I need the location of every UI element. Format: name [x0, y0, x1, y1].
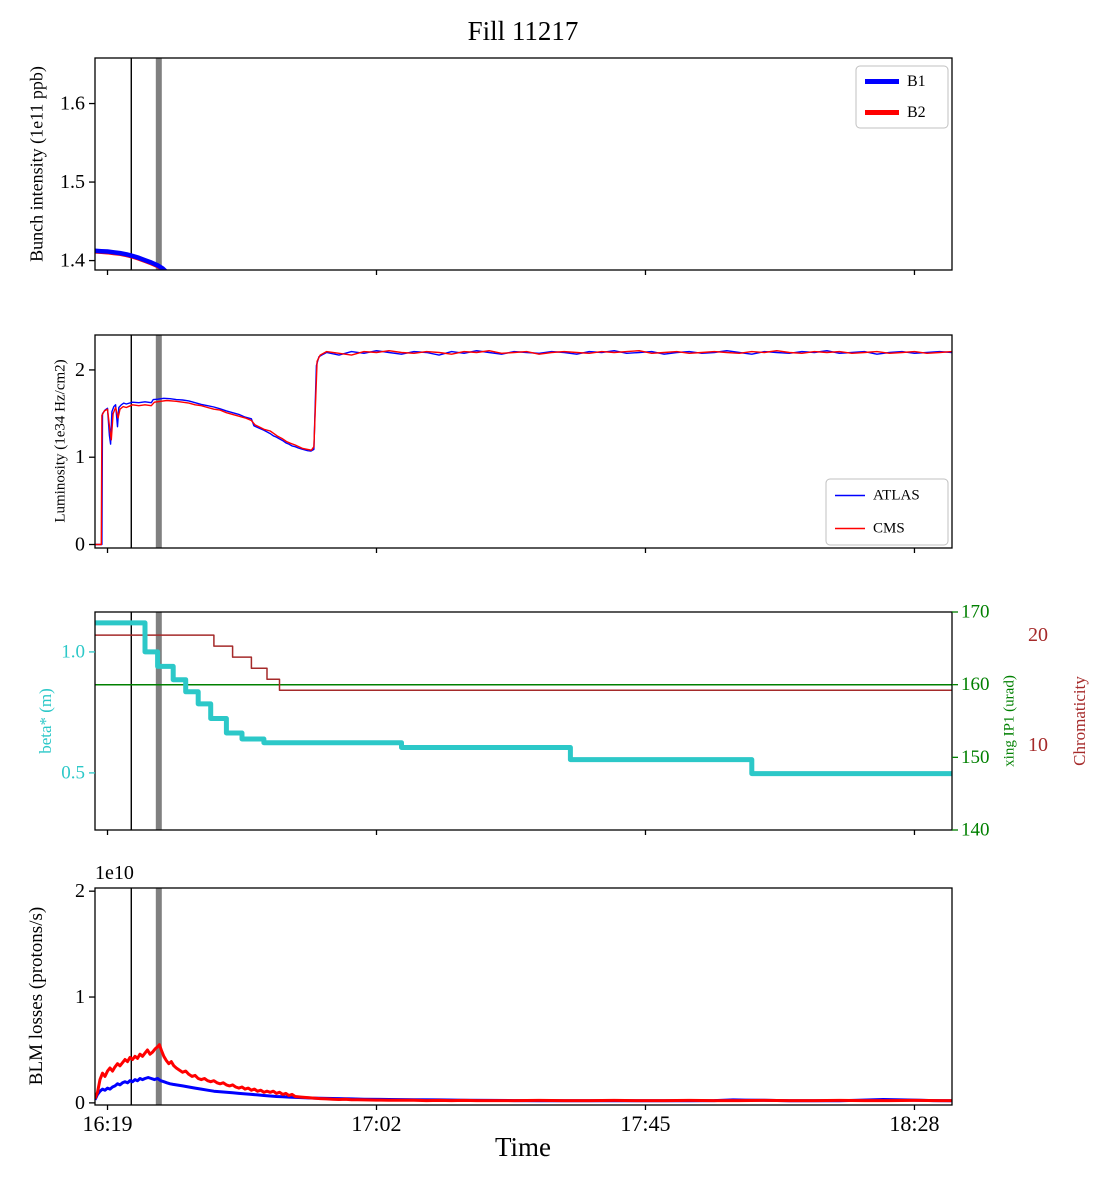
ytick-label: 140	[961, 820, 990, 841]
ytick-label: 2	[75, 359, 85, 381]
ytick-label: 1	[75, 446, 85, 468]
ytick-label: 0	[75, 1092, 85, 1114]
xtick-label: 17:02	[351, 1111, 401, 1136]
blm-b1-line	[95, 1076, 952, 1103]
legend-label-cms: CMS	[873, 521, 905, 537]
ytick-label: 0	[75, 534, 85, 556]
beta-star-line	[95, 620, 952, 777]
luminosity-plot	[95, 335, 952, 548]
CMS-line	[95, 350, 952, 546]
legend-label-b2: B2	[907, 104, 926, 121]
B1-line	[95, 248, 168, 270]
xing-ip1-ylabel: xing IP1 (urad)	[1001, 675, 1018, 767]
legend-label-b1: B1	[907, 73, 926, 90]
ytick-label: 2	[75, 880, 85, 902]
subplot-4-frame	[94, 887, 953, 1106]
subplot-1-frame	[94, 57, 953, 271]
ATLAS-line	[95, 350, 952, 546]
xtick-label: 18:28	[889, 1111, 939, 1136]
bunch-intensity-ylabel: Bunch intensity (1e11 ppb)	[26, 66, 47, 262]
ytick-label: 1	[75, 986, 85, 1008]
ytick-label: 150	[961, 747, 990, 768]
chromaticity-ylabel: Chromaticity	[1070, 676, 1089, 766]
ytick-label: 170	[961, 602, 990, 623]
time-xlabel: Time	[494, 1132, 552, 1162]
ytick-label: 1.4	[60, 250, 85, 272]
xtick-label: 17:45	[620, 1111, 670, 1136]
optics-plot	[95, 612, 952, 830]
blm-b2-line	[95, 1043, 952, 1103]
ytick-label: 10	[1028, 734, 1048, 756]
ytick-label: 1.0	[61, 641, 85, 662]
ytick-label: 20	[1028, 624, 1048, 646]
luminosity-ylabel: Luminosity (1e34 Hz/cm2)	[52, 359, 69, 523]
ytick-label: 0.5	[61, 762, 85, 783]
beta-star-ylabel: beta* (m)	[36, 688, 55, 754]
ytick-label: 1.5	[60, 171, 85, 193]
blm-losses-ylabel: BLM losses (protons/s)	[26, 906, 47, 1086]
figure-title: Fill 11217	[467, 16, 579, 46]
legend-label-atlas: ATLAS	[873, 488, 920, 504]
blm-losses-plot	[95, 888, 952, 1105]
xtick-label: 16:19	[82, 1111, 132, 1136]
bunch-intensity-plot	[95, 58, 168, 270]
ytick-label: 1.6	[60, 93, 85, 115]
subplot-3-frame	[94, 611, 953, 831]
ytick-label: 160	[961, 674, 990, 695]
chromaticity-line	[95, 634, 952, 691]
bunch-intensity-legend-frame	[855, 65, 949, 129]
blm-offset-text: 1e10	[95, 862, 134, 884]
subplot-2-frame	[94, 334, 953, 549]
